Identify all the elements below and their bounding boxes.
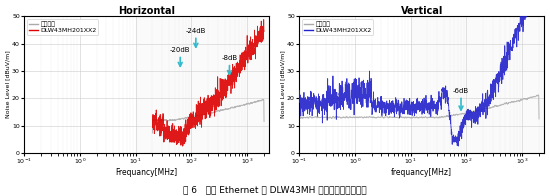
Bar xyxy=(411,16,544,153)
Text: -6dB: -6dB xyxy=(453,88,469,94)
Legend: 无过滤器, DLW43MH201XX2: 无过滤器, DLW43MH201XX2 xyxy=(302,19,373,35)
Text: -20dB: -20dB xyxy=(170,47,190,53)
X-axis label: Frequancy[MHz]: Frequancy[MHz] xyxy=(116,168,178,177)
Text: -24dB: -24dB xyxy=(186,28,206,34)
Text: -8dB: -8dB xyxy=(222,55,238,61)
Y-axis label: Noise Level [dBuV/m]: Noise Level [dBuV/m] xyxy=(6,51,10,118)
Title: Vertical: Vertical xyxy=(400,5,443,15)
Text: 图 6   车载 Ethernet 中 DLW43MH 系列的噪声抑制效果: 图 6 车载 Ethernet 中 DLW43MH 系列的噪声抑制效果 xyxy=(183,185,367,194)
Title: Horizontal: Horizontal xyxy=(118,5,175,15)
Bar xyxy=(136,16,270,153)
Y-axis label: Noise Level [dBuV/m]: Noise Level [dBuV/m] xyxy=(280,51,285,118)
X-axis label: frequancy[MHz]: frequancy[MHz] xyxy=(391,168,452,177)
Legend: 无过滤器, DLW43MH201XX2: 无过滤器, DLW43MH201XX2 xyxy=(27,19,98,35)
